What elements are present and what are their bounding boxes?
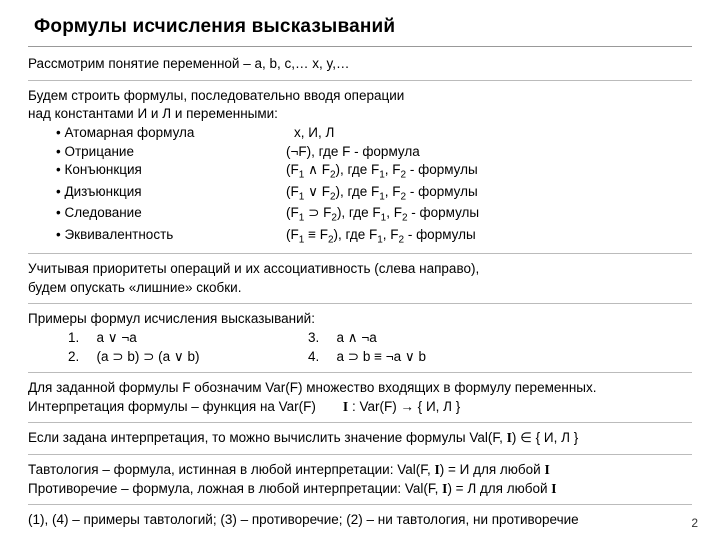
page-number: 2 bbox=[691, 516, 698, 530]
priority-block: Учитывая приоритеты операций и их ассоци… bbox=[28, 258, 692, 304]
op-conj-label: • Конъюнкция bbox=[56, 161, 286, 182]
example-2: 2. (a ⊃ b) ⊃ (a ∨ b) bbox=[68, 348, 308, 367]
build-line-2: над константами И и Л и переменными: bbox=[28, 105, 692, 124]
example-3: 3. a ∧ ¬a bbox=[308, 329, 548, 348]
final-block: (1), (4) – примеры тавтологий; (3) – про… bbox=[28, 509, 692, 536]
op-atomic-def: x, И, Л bbox=[286, 124, 334, 143]
op-implication: • Следование (F1 ⊃ F2), где F1, F2 - фор… bbox=[56, 204, 692, 225]
slide: Формулы исчисления высказываний Рассмотр… bbox=[0, 0, 720, 540]
op-impl-label: • Следование bbox=[56, 204, 286, 225]
intro-text: Рассмотрим понятие переменной – a, b, c,… bbox=[28, 56, 350, 71]
op-atomic-label: • Атомарная формула bbox=[56, 124, 286, 143]
op-negation-def: (¬F), где F - формула bbox=[286, 143, 420, 162]
example-4: 4. a ⊃ b ≡ ¬a ∨ b bbox=[308, 348, 548, 367]
var-block: Для заданной формулы F обозначим Var(F) … bbox=[28, 377, 692, 423]
op-equiv-def: (F1 ≡ F2), где F1, F2 - формулы bbox=[286, 226, 476, 247]
intro-block: Рассмотрим понятие переменной – a, b, c,… bbox=[28, 53, 692, 81]
op-conj-def: (F1 ∧ F2), где F1, F2 - формулы bbox=[286, 161, 478, 182]
op-disj-label: • Дизъюнкция bbox=[56, 183, 286, 204]
op-disjunction: • Дизъюнкция (F1 ∨ F2), где F1, F2 - фор… bbox=[56, 183, 692, 204]
examples-col-2: 3. a ∧ ¬a 4. a ⊃ b ≡ ¬a ∨ b bbox=[308, 329, 548, 366]
op-equiv-label: • Эквивалентность bbox=[56, 226, 286, 247]
tautology-block: Тавтология – формула, истинная в любой и… bbox=[28, 459, 692, 505]
val-block: Если задана интерпретация, то можно вычи… bbox=[28, 427, 692, 455]
examples-head: Примеры формул исчисления высказываний: bbox=[28, 310, 692, 329]
op-disj-def: (F1 ∨ F2), где F1, F2 - формулы bbox=[286, 183, 478, 204]
example-1: 1. a ∨ ¬a bbox=[68, 329, 308, 348]
op-atomic: • Атомарная формула x, И, Л bbox=[56, 124, 692, 143]
contradiction-line: Противоречие – формула, ложная в любой и… bbox=[28, 480, 692, 499]
var-line-2: Интерпретация формулы – функция на Var(F… bbox=[28, 398, 692, 417]
priority-line-1: Учитывая приоритеты операций и их ассоци… bbox=[28, 260, 692, 279]
final-text: (1), (4) – примеры тавтологий; (3) – про… bbox=[28, 512, 579, 527]
build-block: Будем строить формулы, последовательно в… bbox=[28, 85, 692, 254]
build-line-1: Будем строить формулы, последовательно в… bbox=[28, 87, 692, 106]
examples-col-1: 1. a ∨ ¬a 2. (a ⊃ b) ⊃ (a ∨ b) bbox=[68, 329, 308, 366]
op-equivalence: • Эквивалентность (F1 ≡ F2), где F1, F2 … bbox=[56, 226, 692, 247]
examples-block: Примеры формул исчисления высказываний: … bbox=[28, 308, 692, 373]
slide-title: Формулы исчисления высказываний bbox=[28, 12, 692, 47]
var-line-1: Для заданной формулы F обозначим Var(F) … bbox=[28, 379, 692, 398]
tautology-line: Тавтология – формула, истинная в любой и… bbox=[28, 461, 692, 480]
op-negation-label: • Отрицание bbox=[56, 143, 286, 162]
op-negation: • Отрицание (¬F), где F - формула bbox=[56, 143, 692, 162]
op-conjunction: • Конъюнкция (F1 ∧ F2), где F1, F2 - фор… bbox=[56, 161, 692, 182]
operations-list: • Атомарная формула x, И, Л • Отрицание … bbox=[28, 124, 692, 247]
examples-grid: 1. a ∨ ¬a 2. (a ⊃ b) ⊃ (a ∨ b) 3. a ∧ ¬a… bbox=[28, 329, 692, 366]
priority-line-2: будем опускать «лишние» скобки. bbox=[28, 279, 692, 298]
op-impl-def: (F1 ⊃ F2), где F1, F2 - формулы bbox=[286, 204, 479, 225]
